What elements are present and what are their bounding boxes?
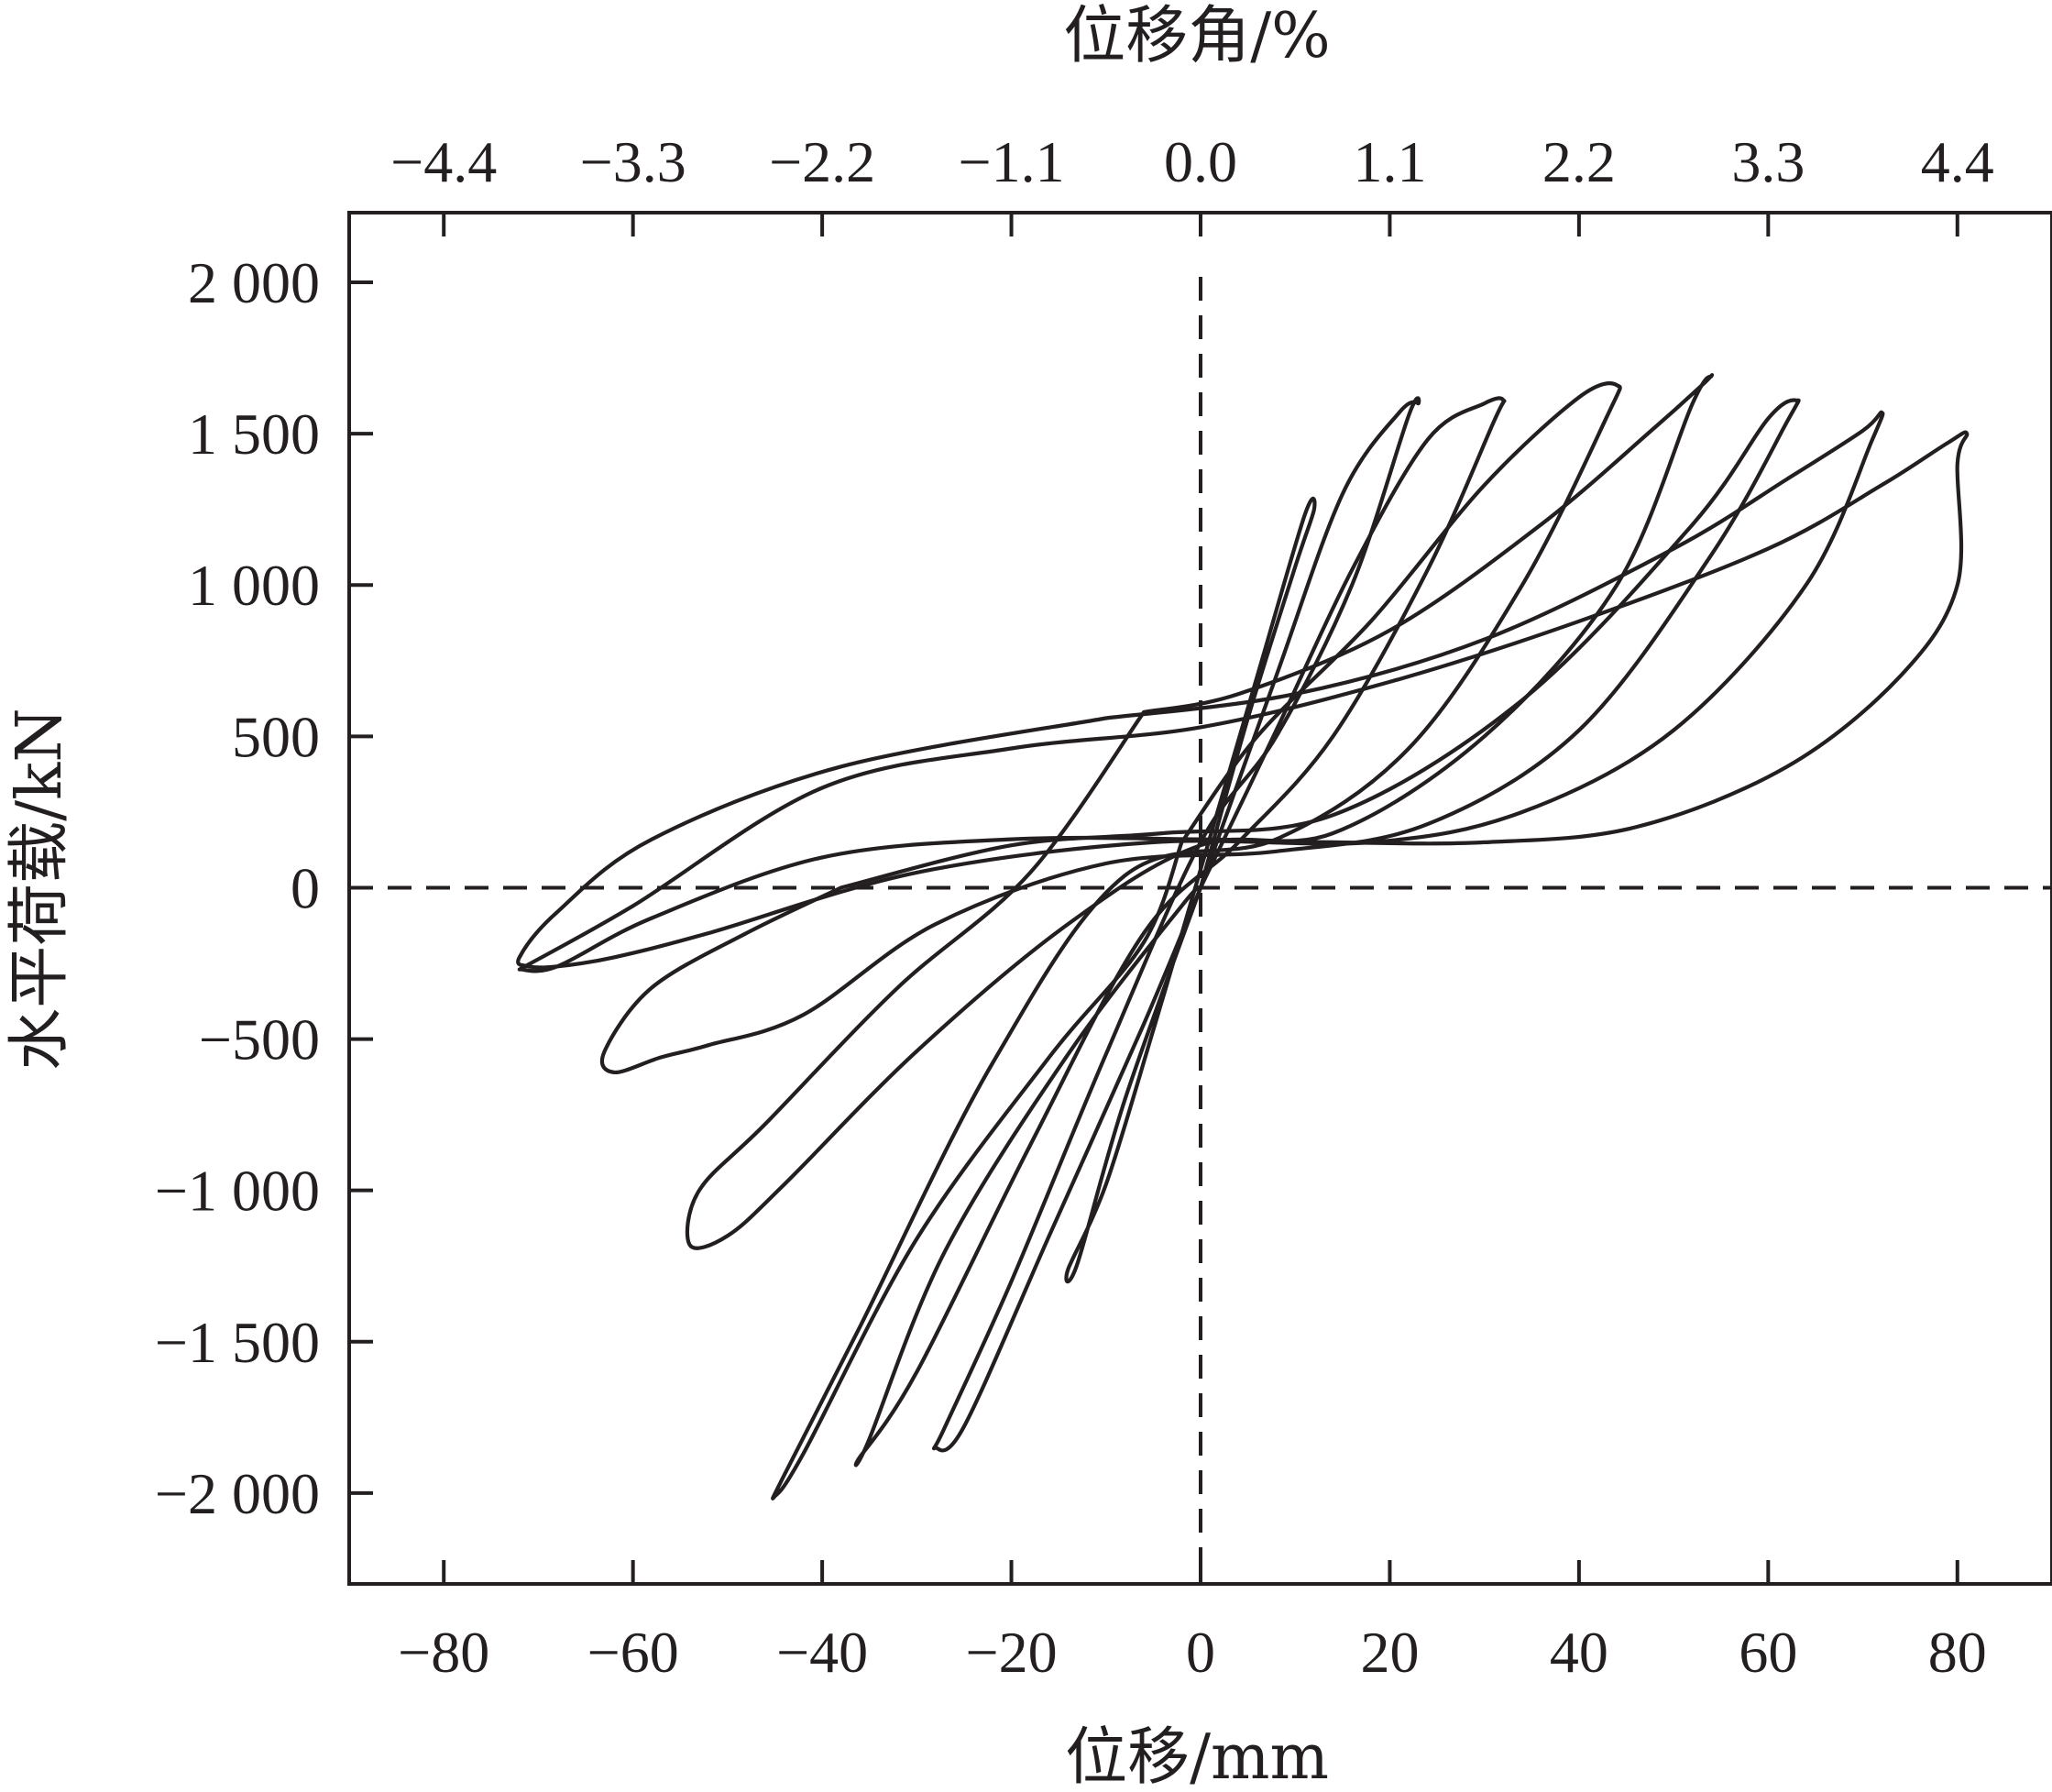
y-tick-label: 500 (232, 704, 320, 769)
top-axis-title: 位移角/% (1063, 0, 1331, 72)
hysteresis-loop-4 (771, 381, 1622, 1501)
hysteresis-loop-7 (516, 410, 1885, 970)
x2-tick-label: 3.3 (1731, 129, 1805, 194)
x-axis-title: 位移/mm (1065, 1721, 1329, 1792)
y-tick-label: −500 (199, 1007, 320, 1072)
hysteresis-loop-2 (931, 396, 1421, 1453)
y-tick-label: −2 000 (155, 1461, 320, 1526)
bottom-axis-tick-labels: −80 −60 −40 −20 0 20 40 60 80 (398, 1620, 1987, 1685)
x2-tick-label: 1.1 (1353, 129, 1426, 194)
bottom-axis-ticks (442, 1560, 1959, 1584)
y-tick-label: 1 000 (188, 553, 320, 618)
x2-tick-label: −4.4 (390, 129, 497, 194)
y-tick-label: 0 (291, 855, 320, 920)
x2-tick-label: −1.1 (959, 129, 1065, 194)
y-tick-label: −1 500 (155, 1310, 320, 1375)
hysteresis-loop-6 (599, 398, 1801, 1075)
x-tick-label: 0 (1186, 1620, 1215, 1685)
x-tick-label: 60 (1739, 1620, 1797, 1685)
x-tick-label: 20 (1360, 1620, 1419, 1685)
y-axis-title: 水平荷载/kN (4, 708, 76, 1071)
hysteresis-loop-3 (853, 396, 1507, 1468)
hysteresis-loop-1 (1064, 496, 1317, 1284)
top-axis-ticks (442, 213, 1959, 236)
hysteresis-loops (516, 373, 1970, 1501)
y-tick-label: 2 000 (188, 250, 320, 315)
x2-tick-label: 0.0 (1164, 129, 1237, 194)
x2-tick-label: −2.2 (769, 129, 875, 194)
top-axis-tick-labels: −4.4 −3.3 −2.2 −1.1 0.0 1.1 2.2 3.3 4.4 (390, 129, 1994, 194)
x-tick-label: −20 (966, 1620, 1058, 1685)
x-tick-label: 80 (1928, 1620, 1987, 1685)
plot-frame (347, 211, 2052, 1586)
x-tick-label: −40 (776, 1620, 868, 1685)
x-tick-label: −80 (398, 1620, 489, 1685)
x2-tick-label: 4.4 (1921, 129, 1994, 194)
left-axis-tick-labels: 2 000 1 500 1 000 500 0 −500 −1 000 −1 500 −2 00… (155, 250, 320, 1526)
hysteresis-loop-5 (685, 373, 1715, 1250)
hysteresis-loop-8 (517, 430, 1970, 973)
x-tick-label: −60 (587, 1620, 679, 1685)
y-tick-label: 1 500 (188, 401, 320, 467)
x2-tick-label: 2.2 (1542, 129, 1616, 194)
x2-tick-label: −3.3 (580, 129, 686, 194)
x-tick-label: 40 (1550, 1620, 1608, 1685)
y-tick-label: −1 000 (155, 1159, 320, 1224)
